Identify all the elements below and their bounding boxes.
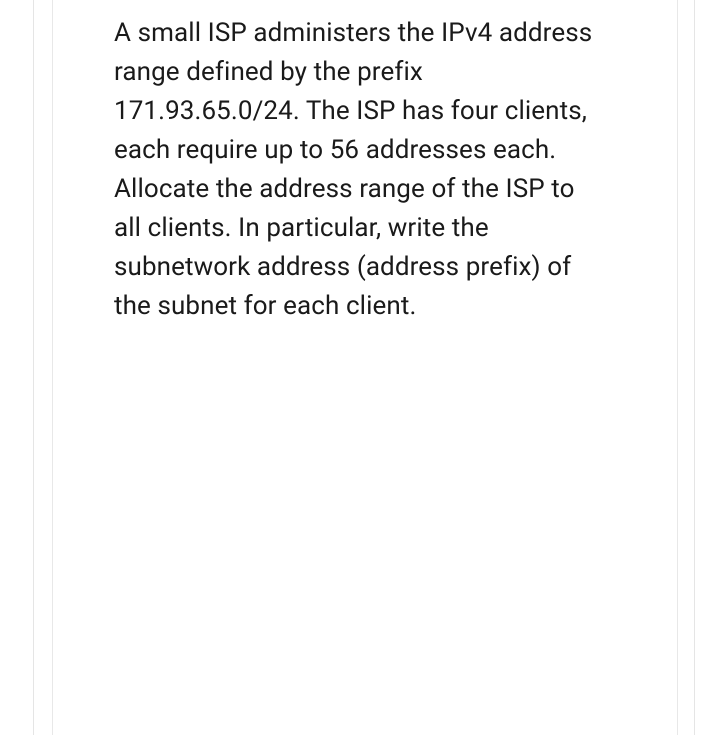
content-area: A small ISP administers the IPv4 address… [114,14,606,326]
question-text: A small ISP administers the IPv4 address… [114,14,606,326]
